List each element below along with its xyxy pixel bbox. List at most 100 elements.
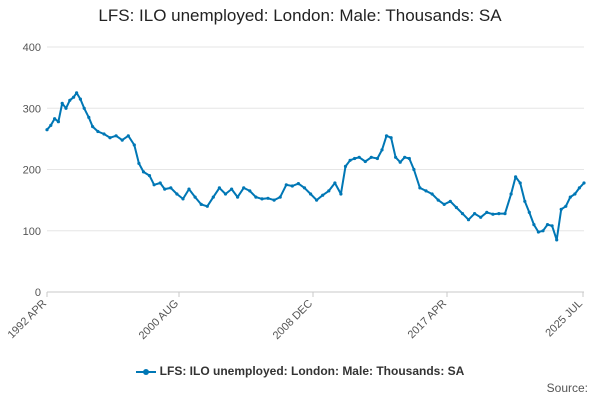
data-point bbox=[141, 170, 146, 174]
data-point bbox=[290, 184, 294, 188]
data-point bbox=[68, 98, 72, 102]
data-point bbox=[412, 167, 416, 172]
y-tick-label: 100 bbox=[23, 226, 41, 238]
data-point bbox=[321, 193, 325, 197]
data-point bbox=[78, 97, 82, 101]
data-point bbox=[114, 134, 118, 138]
y-axis: 0 100 200 300 400 bbox=[23, 42, 41, 299]
x-tick-label: 2017 APR bbox=[406, 298, 450, 342]
data-point bbox=[418, 186, 422, 190]
data-point bbox=[260, 197, 264, 201]
data-point bbox=[564, 204, 568, 208]
data-point bbox=[230, 187, 234, 191]
data-point bbox=[497, 212, 501, 216]
data-point bbox=[147, 174, 152, 178]
legend[interactable]: LFS: ILO unemployed: London: Male: Thous… bbox=[0, 364, 600, 378]
data-point bbox=[523, 199, 527, 203]
data-point bbox=[518, 181, 522, 185]
data-point bbox=[380, 148, 384, 152]
data-point bbox=[82, 106, 86, 110]
data-point bbox=[181, 197, 185, 201]
data-point bbox=[87, 115, 91, 119]
data-point bbox=[137, 161, 141, 165]
data-point bbox=[211, 195, 215, 199]
data-point bbox=[217, 186, 221, 190]
data-point bbox=[132, 143, 136, 147]
data-point bbox=[436, 198, 440, 202]
data-point bbox=[91, 125, 95, 129]
data-point bbox=[424, 189, 428, 193]
data-point bbox=[187, 187, 191, 191]
data-point bbox=[491, 212, 495, 216]
data-point bbox=[296, 182, 300, 186]
x-tick-label: 2000 AUG bbox=[137, 298, 181, 342]
series-layer bbox=[45, 91, 586, 242]
data-point bbox=[53, 117, 57, 121]
data-point bbox=[442, 202, 446, 206]
data-point bbox=[102, 132, 106, 136]
data-point bbox=[205, 204, 209, 208]
data-point bbox=[96, 129, 100, 134]
data-point bbox=[398, 160, 402, 164]
data-point bbox=[363, 159, 367, 164]
data-point bbox=[158, 181, 162, 185]
data-point bbox=[541, 229, 545, 233]
data-point bbox=[126, 134, 130, 138]
data-point bbox=[460, 212, 465, 216]
data-point bbox=[532, 223, 536, 227]
data-point bbox=[272, 198, 276, 202]
data-point bbox=[175, 192, 179, 196]
data-point bbox=[72, 95, 76, 99]
data-point bbox=[333, 181, 337, 185]
data-point bbox=[503, 212, 507, 216]
data-point bbox=[473, 212, 477, 216]
data-point bbox=[389, 136, 393, 140]
data-point bbox=[509, 192, 513, 196]
data-point bbox=[49, 123, 53, 127]
data-point bbox=[479, 215, 483, 219]
data-point bbox=[555, 238, 559, 242]
y-tick-label: 200 bbox=[23, 165, 41, 177]
data-point bbox=[120, 138, 124, 142]
data-point bbox=[375, 156, 379, 161]
x-axis: 1992 APR 2000 AUG 2008 DEC 2017 APR 2025 JUL bbox=[6, 292, 585, 342]
data-point bbox=[254, 195, 258, 199]
data-point bbox=[582, 181, 586, 185]
data-point bbox=[169, 186, 173, 190]
legend-swatch-icon bbox=[135, 367, 156, 377]
data-point bbox=[302, 186, 307, 190]
y-tick-label: 400 bbox=[23, 42, 41, 54]
data-point bbox=[327, 189, 331, 193]
data-point bbox=[193, 195, 197, 199]
data-point bbox=[56, 120, 61, 124]
data-point bbox=[407, 156, 411, 161]
data-point bbox=[45, 128, 49, 132]
data-point bbox=[514, 175, 518, 179]
data-point bbox=[223, 192, 228, 196]
data-point bbox=[577, 186, 582, 190]
data-point bbox=[357, 155, 361, 159]
data-point bbox=[536, 230, 541, 234]
data-point bbox=[394, 155, 398, 159]
data-point bbox=[60, 101, 64, 105]
data-point bbox=[284, 183, 288, 187]
y-tick-label: 300 bbox=[23, 103, 41, 115]
data-point bbox=[278, 195, 282, 199]
x-tick-label: 2025 JUL bbox=[543, 298, 585, 340]
data-point bbox=[384, 134, 389, 138]
data-point bbox=[369, 155, 373, 159]
data-point bbox=[430, 192, 434, 196]
data-point bbox=[236, 195, 240, 199]
chart-title: LFS: ILO unemployed: London: Male: Thous… bbox=[98, 6, 502, 25]
data-point bbox=[242, 186, 246, 190]
data-point bbox=[550, 224, 554, 228]
data-point bbox=[315, 198, 319, 202]
data-point bbox=[527, 210, 531, 214]
legend-label: LFS: ILO unemployed: London: Male: Thous… bbox=[159, 364, 465, 378]
data-point bbox=[485, 210, 489, 214]
data-point bbox=[152, 183, 156, 187]
y-tick-label: 0 bbox=[35, 287, 41, 299]
x-tick-label: 1992 APR bbox=[6, 298, 50, 342]
data-point bbox=[339, 192, 343, 196]
data-point bbox=[353, 156, 357, 161]
